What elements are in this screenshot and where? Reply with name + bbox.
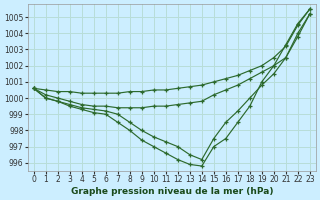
X-axis label: Graphe pression niveau de la mer (hPa): Graphe pression niveau de la mer (hPa) [70,187,273,196]
